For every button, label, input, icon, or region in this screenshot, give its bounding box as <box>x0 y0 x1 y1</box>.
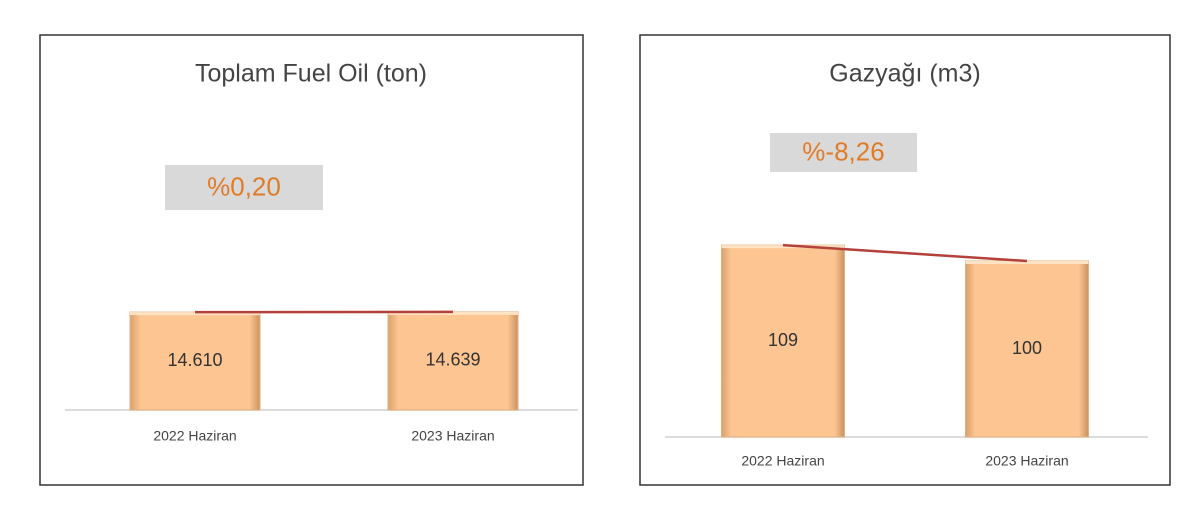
panel <box>639 34 1171 486</box>
chart-title: Toplam Fuel Oil (ton) <box>195 60 427 88</box>
bar <box>721 244 845 438</box>
bar <box>965 260 1089 438</box>
annotation: %-8,26 <box>802 136 884 166</box>
bar-top <box>388 311 518 315</box>
value-label: 14.639 <box>425 350 480 370</box>
value-label: 100 <box>1012 338 1042 358</box>
value-label: 14.610 <box>167 350 222 370</box>
value-label: 109 <box>768 330 798 350</box>
annotation: %0,20 <box>207 171 281 201</box>
x-tick-label: 2022 Haziran <box>741 453 824 469</box>
x-tick-label: 2023 Haziran <box>411 428 494 444</box>
annotation-box <box>770 133 917 172</box>
annotation-box <box>165 165 323 210</box>
bar-top <box>721 245 845 249</box>
bar <box>129 311 261 411</box>
x-tick-label: 2022 Haziran <box>153 428 236 444</box>
chart-title: Gazyağı (m3) <box>829 60 980 88</box>
bar-top <box>965 261 1089 264</box>
panel <box>39 34 584 486</box>
bar-top <box>130 312 260 316</box>
x-tick-label: 2023 Haziran <box>985 453 1068 469</box>
trend-line <box>782 243 1028 263</box>
